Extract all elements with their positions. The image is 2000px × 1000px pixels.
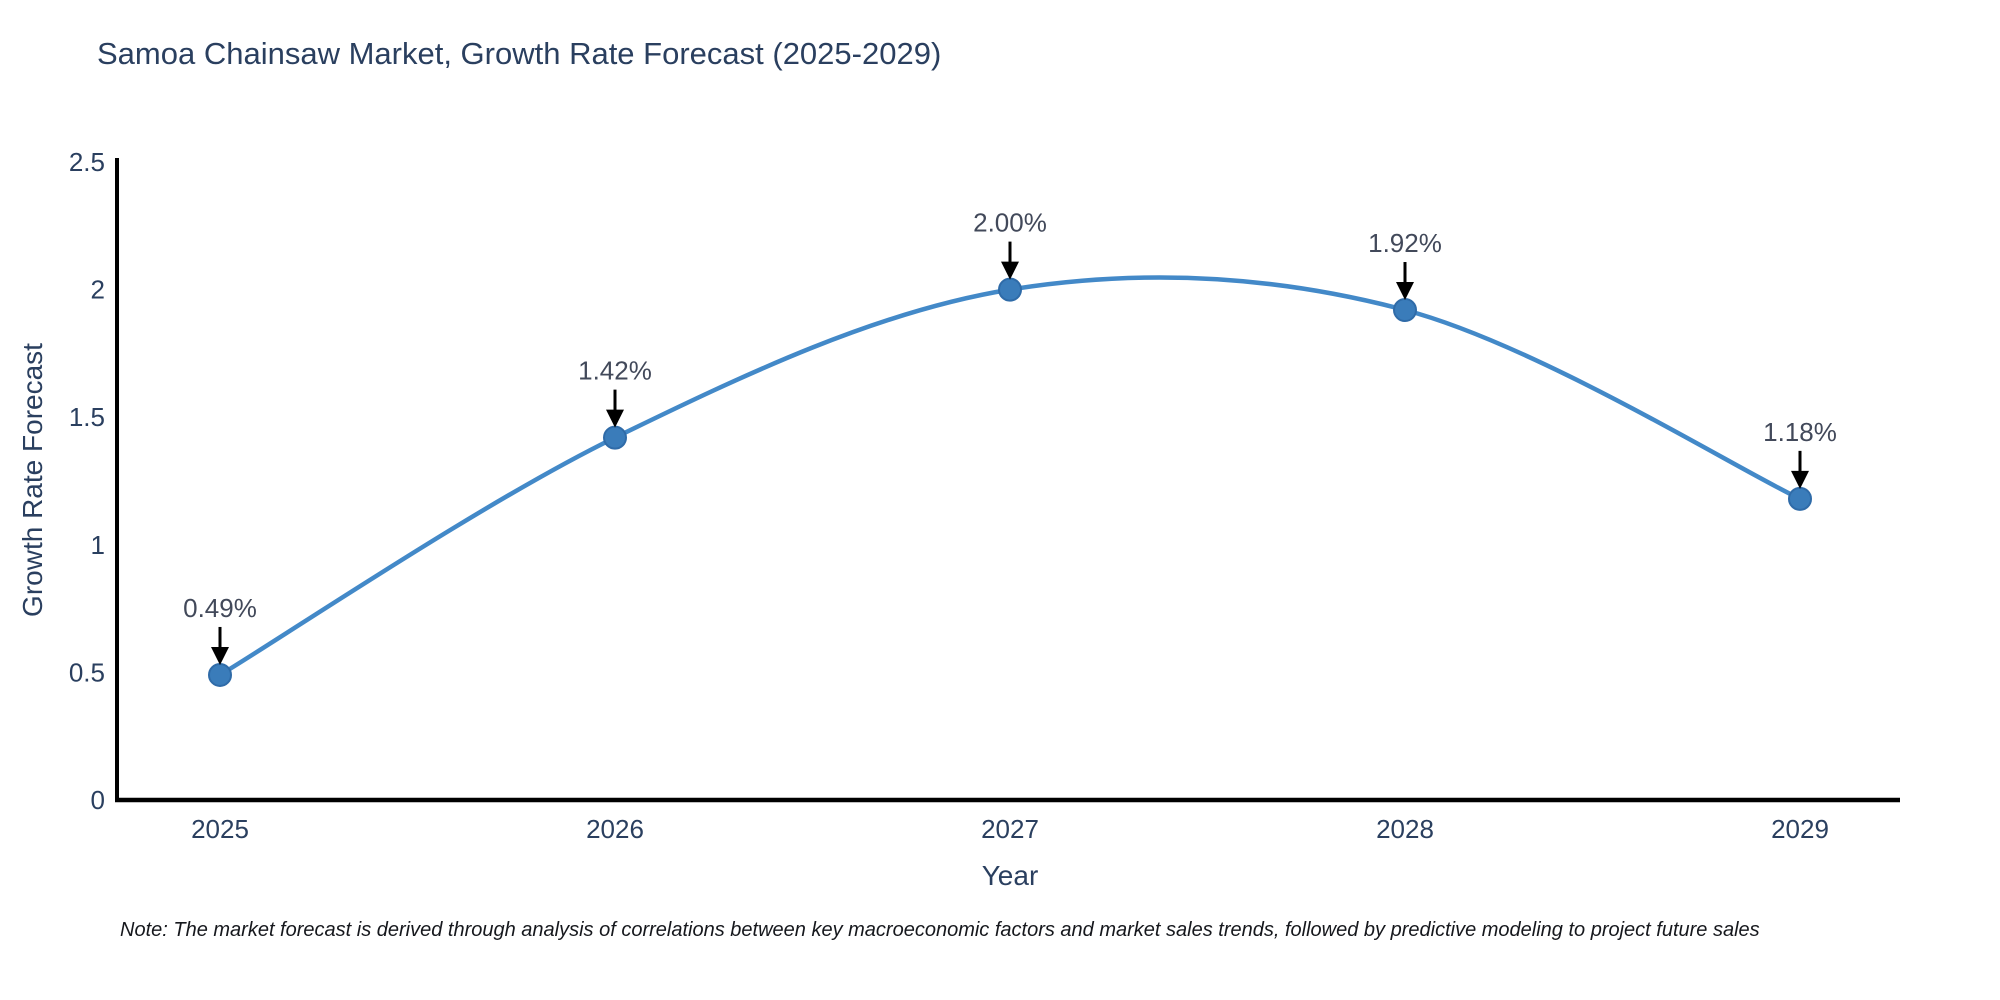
y-tick-label: 0.5 xyxy=(69,657,105,687)
data-point-marker xyxy=(1393,298,1417,323)
forecast-line xyxy=(217,275,1803,678)
data-point-marker xyxy=(1788,486,1812,511)
x-tick-label: 2027 xyxy=(981,814,1039,844)
chart-title: Samoa Chainsaw Market, Growth Rate Forec… xyxy=(97,36,942,71)
data-point-value-label: 0.49% xyxy=(183,593,257,623)
data-point-value-label: 1.18% xyxy=(1763,417,1837,447)
y-tick-label: 0 xyxy=(91,785,105,815)
data-point-marker xyxy=(998,277,1022,302)
x-tick-label: 2029 xyxy=(1771,814,1829,844)
y-tick-label: 1.5 xyxy=(69,402,105,432)
data-point-marker xyxy=(208,662,232,687)
y-tick-label: 1 xyxy=(91,530,105,560)
annotation-arrowhead-icon xyxy=(1791,470,1809,489)
data-point-value-label: 2.00% xyxy=(973,208,1047,238)
y-tick-label: 2.5 xyxy=(69,147,105,177)
y-tick-label: 2 xyxy=(91,275,105,305)
annotation-arrowhead-icon xyxy=(1001,261,1019,280)
annotation-arrowhead-icon xyxy=(606,409,624,428)
data-point-marker xyxy=(603,425,627,450)
x-tick-label: 2026 xyxy=(586,814,644,844)
x-tick-label: 2028 xyxy=(1376,814,1434,844)
x-tick-label: 2025 xyxy=(191,814,249,844)
footnote-text: Note: The market forecast is derived thr… xyxy=(120,919,1760,941)
x-axis-title: Year xyxy=(981,860,1039,891)
annotation-arrowhead-icon xyxy=(1396,282,1414,301)
data-point-value-label: 1.92% xyxy=(1368,228,1442,258)
data-point-value-label: 1.42% xyxy=(578,356,652,386)
annotation-arrowhead-icon xyxy=(211,646,229,665)
